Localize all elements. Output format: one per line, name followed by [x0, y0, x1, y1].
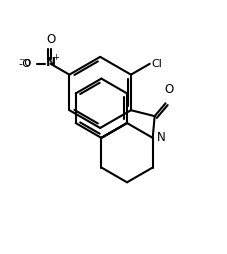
Text: -O: -O [19, 59, 32, 69]
Text: O: O [46, 33, 55, 46]
Text: O: O [164, 83, 173, 96]
Text: ⁻o: ⁻o [18, 56, 32, 69]
Text: N: N [156, 131, 165, 144]
Text: Cl: Cl [151, 59, 162, 69]
Text: +: + [52, 53, 59, 62]
Text: N: N [45, 56, 55, 69]
